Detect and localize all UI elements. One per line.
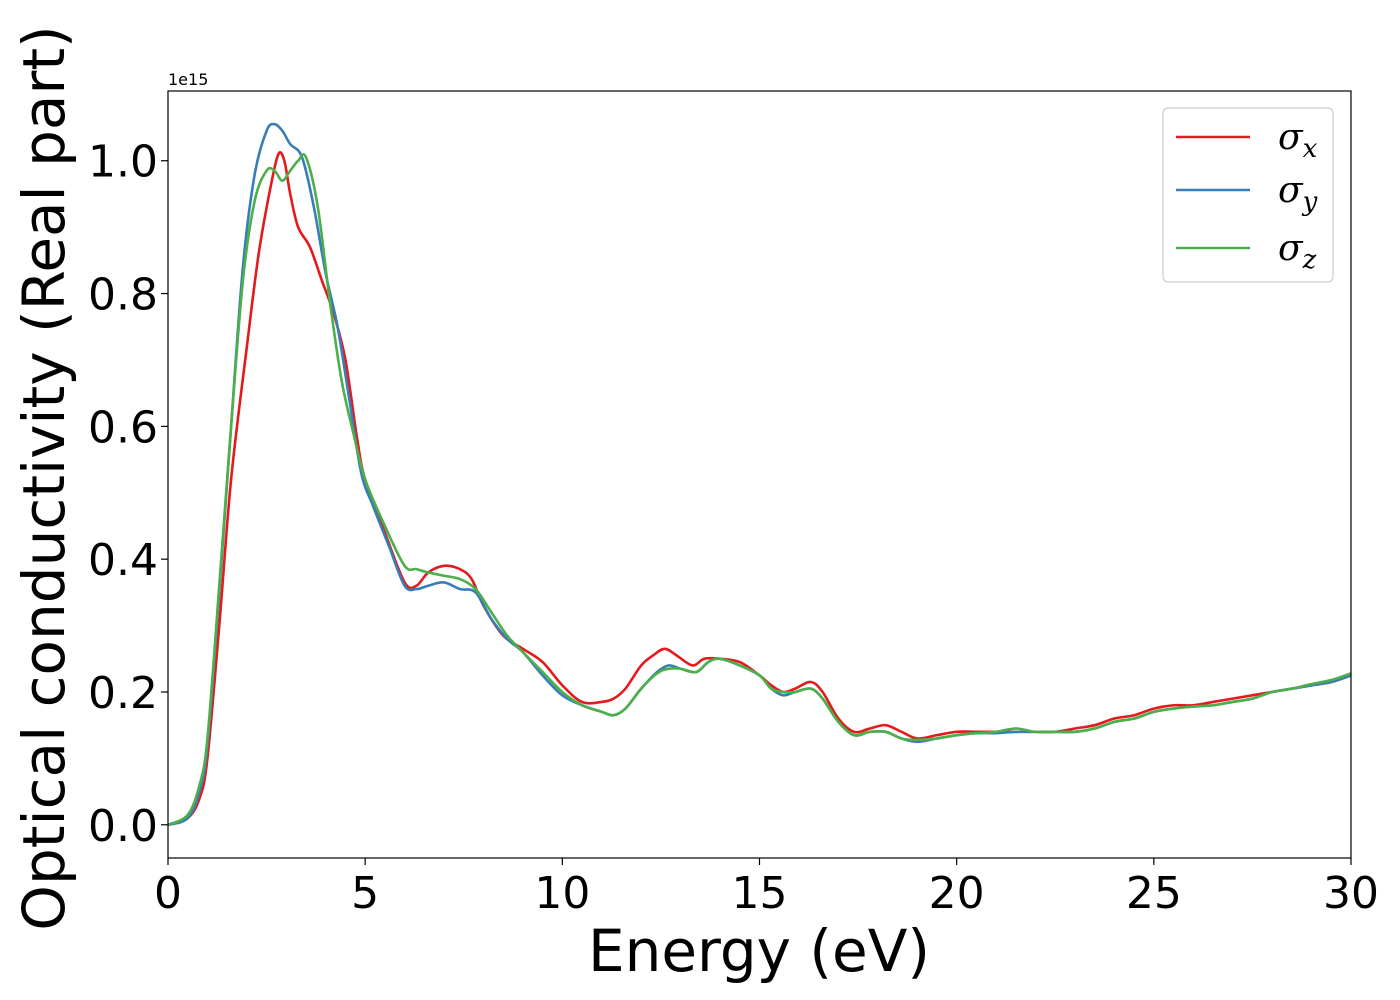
series-lines [167,122,1352,827]
x-tick-label: 30 [1323,868,1379,919]
x-tick-label: 20 [929,868,985,919]
y-tick-label: 0.4 [88,535,158,586]
series-line-z [167,153,1352,827]
y-tick-label: 0.8 [88,270,158,321]
x-tick-label: 10 [534,868,590,919]
y-axis-label: Optical conductivity (Real part) [10,25,78,930]
y-axis: 0.0 0.2 0.4 0.6 0.8 1.0 [88,137,168,852]
y-tick-label: 0.6 [88,402,158,453]
x-axis-label: Energy (eV) [588,917,930,985]
x-tick-label: 0 [154,868,182,919]
legend-label-y: σy [1278,170,1318,217]
legend: σx σy σz [1162,107,1334,283]
y-tick-label: 0.0 [88,801,158,852]
legend-label-x: σx [1278,117,1318,164]
series-line-x [167,151,1352,827]
x-axis: 0 5 10 15 20 25 30 [154,858,1379,919]
y-tick-label: 0.2 [88,668,158,719]
x-tick-label: 15 [732,868,788,919]
legend-box [1162,107,1334,283]
x-tick-label: 5 [351,868,379,919]
x-tick-label: 25 [1126,868,1182,919]
y-tick-label: 1.0 [88,137,158,188]
legend-label-z: σz [1278,228,1317,275]
y-offset-text: 1e15 [168,70,208,89]
